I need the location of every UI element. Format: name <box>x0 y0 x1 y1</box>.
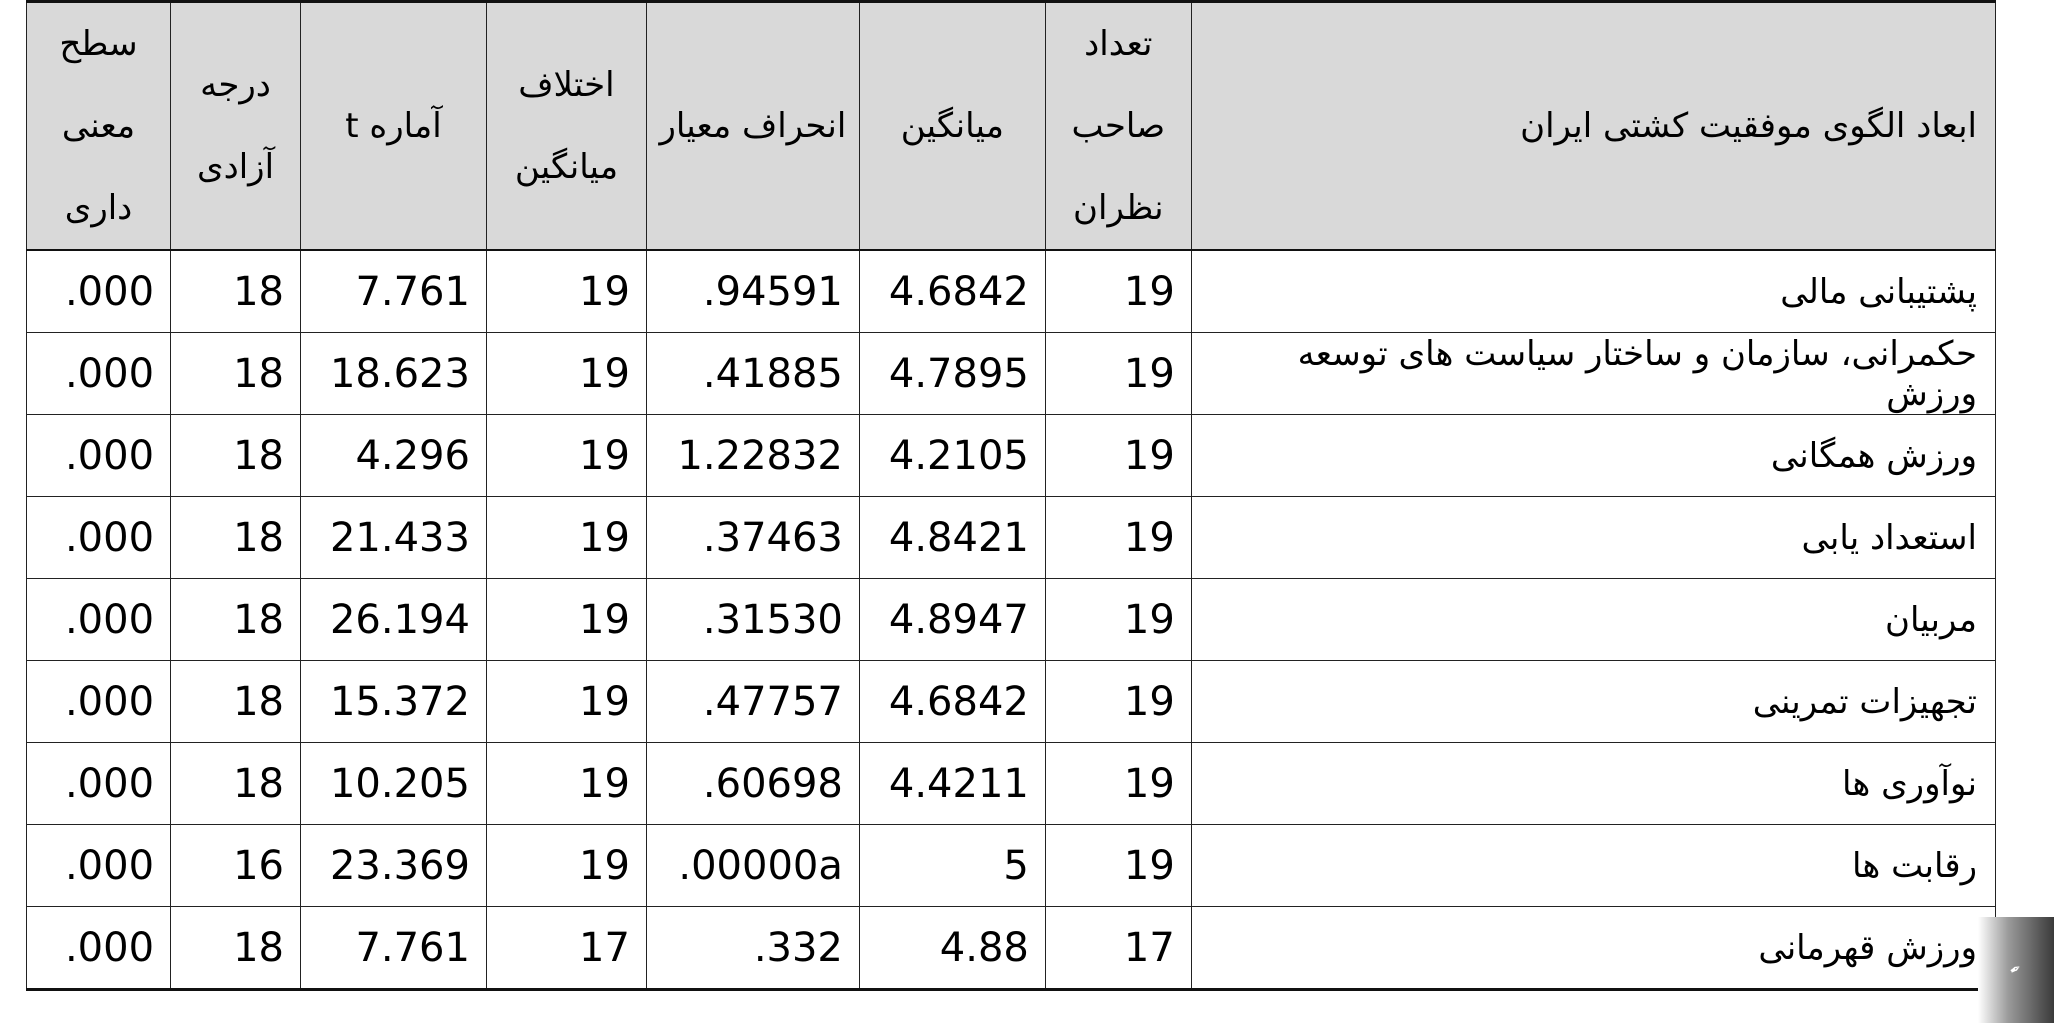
logo-text: ✒ <box>2006 960 2026 980</box>
cell-mean: 4.88 <box>858 906 1046 990</box>
cell-sd: .94591 <box>645 249 860 333</box>
cell-sig: .000 <box>25 578 172 661</box>
cell-diff: 19 <box>485 742 647 825</box>
cell-n: 19 <box>1044 332 1192 415</box>
cell-df: 18 <box>170 742 301 825</box>
table-row: نوآوری ها 19 4.4211.60698 19 10.205 18.000 <box>25 742 1997 825</box>
table-row: حکمرانی، سازمان و ساختار سیاست های توسعه… <box>25 332 1997 415</box>
cell-sd: .47757 <box>645 660 860 743</box>
cell-sd: .41885 <box>645 332 860 415</box>
cell-sig: .000 <box>25 742 172 825</box>
cell-diff: 19 <box>485 824 647 907</box>
cell-df: 16 <box>170 824 301 907</box>
cell-label: پشتیبانی مالی <box>1190 249 1997 333</box>
cell-mean: 4.2105 <box>858 414 1046 497</box>
cell-t: 15.372 <box>299 660 487 743</box>
header-mean: میانگین <box>858 1 1046 251</box>
table-row: رقابت ها 19 5.00000a 19 23.369 16.000 <box>25 824 1997 907</box>
cell-t: 10.205 <box>299 742 487 825</box>
cell-n: 19 <box>1044 742 1192 825</box>
cell-t: 26.194 <box>299 578 487 661</box>
cell-sig: .000 <box>25 824 172 907</box>
cell-mean: 4.4211 <box>858 742 1046 825</box>
header-sig: سطح معنی داری <box>25 1 172 251</box>
cell-diff: 19 <box>485 578 647 661</box>
cell-t: 4.296 <box>299 414 487 497</box>
cell-df: 18 <box>170 414 301 497</box>
table-row: ورزش قهرمانی 17 4.88.332 17 7.761 18.000 <box>25 906 1997 990</box>
cell-n: 19 <box>1044 496 1192 579</box>
cell-sig: .000 <box>25 906 172 990</box>
cell-df: 18 <box>170 332 301 415</box>
cell-t: 7.761 <box>299 906 487 990</box>
cell-sig: .000 <box>25 332 172 415</box>
cell-diff: 17 <box>485 906 647 990</box>
cell-label: ورزش همگانی <box>1190 414 1997 497</box>
cell-t: 21.433 <box>299 496 487 579</box>
cell-n: 17 <box>1044 906 1192 990</box>
header-mean-diff: اختلاف میانگین <box>485 1 647 251</box>
cell-label: مربیان <box>1190 578 1997 661</box>
cell-t: 7.761 <box>299 249 487 333</box>
cell-diff: 19 <box>485 249 647 333</box>
cell-diff: 19 <box>485 414 647 497</box>
cell-diff: 19 <box>485 660 647 743</box>
table-row: استعداد یابی 19 4.8421.37463 19 21.433 18.000 <box>25 496 1997 579</box>
table-row: پشتیبانی مالی 19 4.6842.94591 19 7.761 18.000 <box>25 249 1997 333</box>
cell-label: استعداد یابی <box>1190 496 1997 579</box>
cell-sd: .60698 <box>645 742 860 825</box>
cell-sig: .000 <box>25 249 172 333</box>
cell-sd: .37463 <box>645 496 860 579</box>
cell-diff: 19 <box>485 332 647 415</box>
cell-label: حکمرانی، سازمان و ساختار سیاست های توسعه… <box>1190 332 1997 415</box>
header-row: ابعاد الگوی موفقیت کشتی ایران تعداد صاحب… <box>25 1 1997 251</box>
cell-sig: .000 <box>25 496 172 579</box>
cell-df: 18 <box>170 660 301 743</box>
cell-sig: .000 <box>25 414 172 497</box>
cell-sd: .00000a <box>645 824 860 907</box>
table-row: ورزش همگانی 19 4.2105 1.22832 19 4.296 18.000 <box>25 414 1997 497</box>
header-dimension: ابعاد الگوی موفقیت کشتی ایران <box>1190 1 1997 251</box>
header-n: تعداد صاحب نظران <box>1044 1 1192 251</box>
cell-label: ورزش قهرمانی <box>1190 906 1997 990</box>
watermark-logo: ✒ <box>1978 917 2054 1023</box>
results-table: ابعاد الگوی موفقیت کشتی ایران تعداد صاحب… <box>25 0 1997 991</box>
cell-mean: 4.8947 <box>858 578 1046 661</box>
cell-sd: .332 <box>645 906 860 990</box>
header-df: درجه آزادی <box>170 1 301 251</box>
cell-sd: .31530 <box>645 578 860 661</box>
table-row: تجهیزات تمرینی 19 4.6842.47757 19 15.372 18.0… <box>25 660 1997 743</box>
cell-df: 18 <box>170 496 301 579</box>
cell-mean: 4.8421 <box>858 496 1046 579</box>
cell-n: 19 <box>1044 249 1192 333</box>
table-row: مربیان 19 4.8947.31530 19 26.194 18.000 <box>25 578 1997 661</box>
cell-n: 19 <box>1044 660 1192 743</box>
cell-n: 19 <box>1044 578 1192 661</box>
cell-mean: 4.7895 <box>858 332 1046 415</box>
cell-label: نوآوری ها <box>1190 742 1997 825</box>
cell-sig: .000 <box>25 660 172 743</box>
cell-df: 18 <box>170 578 301 661</box>
cell-df: 18 <box>170 249 301 333</box>
cell-label: تجهیزات تمرینی <box>1190 660 1997 743</box>
cell-n: 19 <box>1044 414 1192 497</box>
cell-n: 19 <box>1044 824 1192 907</box>
cell-mean: 4.6842 <box>858 660 1046 743</box>
cell-mean: 5 <box>858 824 1046 907</box>
cell-t: 18.623 <box>299 332 487 415</box>
header-sd: انحراف معیار <box>645 1 860 251</box>
header-t: آماره t <box>299 1 487 251</box>
cell-sd: 1.22832 <box>645 414 860 497</box>
cell-diff: 19 <box>485 496 647 579</box>
cell-label: رقابت ها <box>1190 824 1997 907</box>
cell-df: 18 <box>170 906 301 990</box>
cell-t: 23.369 <box>299 824 487 907</box>
cell-mean: 4.6842 <box>858 249 1046 333</box>
